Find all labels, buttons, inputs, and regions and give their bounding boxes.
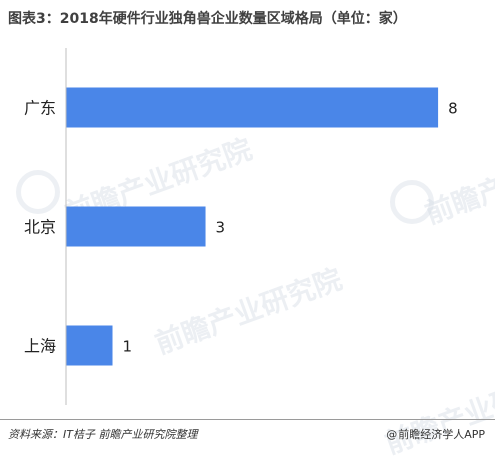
value-label: 3 [216, 219, 226, 237]
bar-0 [66, 87, 439, 128]
category-label: 北京 [24, 218, 56, 237]
category-label: 广东 [24, 99, 56, 118]
bar-1 [66, 206, 206, 247]
bars-layer: 广东 8 北京 3 上海 1 [24, 87, 458, 366]
value-label: 8 [448, 100, 458, 118]
value-label: 1 [123, 338, 133, 356]
credit-text: 前瞻经济学人APP [398, 428, 485, 441]
source-note: 资料来源：IT桔子 前瞻产业研究院整理 [8, 428, 198, 441]
bar-2 [66, 325, 113, 366]
bar-chart: 广东 8 北京 3 上海 1 [24, 48, 458, 405]
credit-note: @前瞻经济学人APP [386, 426, 485, 442]
chart-title: 图表3：2018年硬件行业独角兽企业数量区域格局（单位：家） [8, 11, 407, 27]
footer-divider [0, 419, 495, 420]
category-label: 上海 [24, 337, 56, 356]
at-icon: @ [386, 428, 398, 441]
